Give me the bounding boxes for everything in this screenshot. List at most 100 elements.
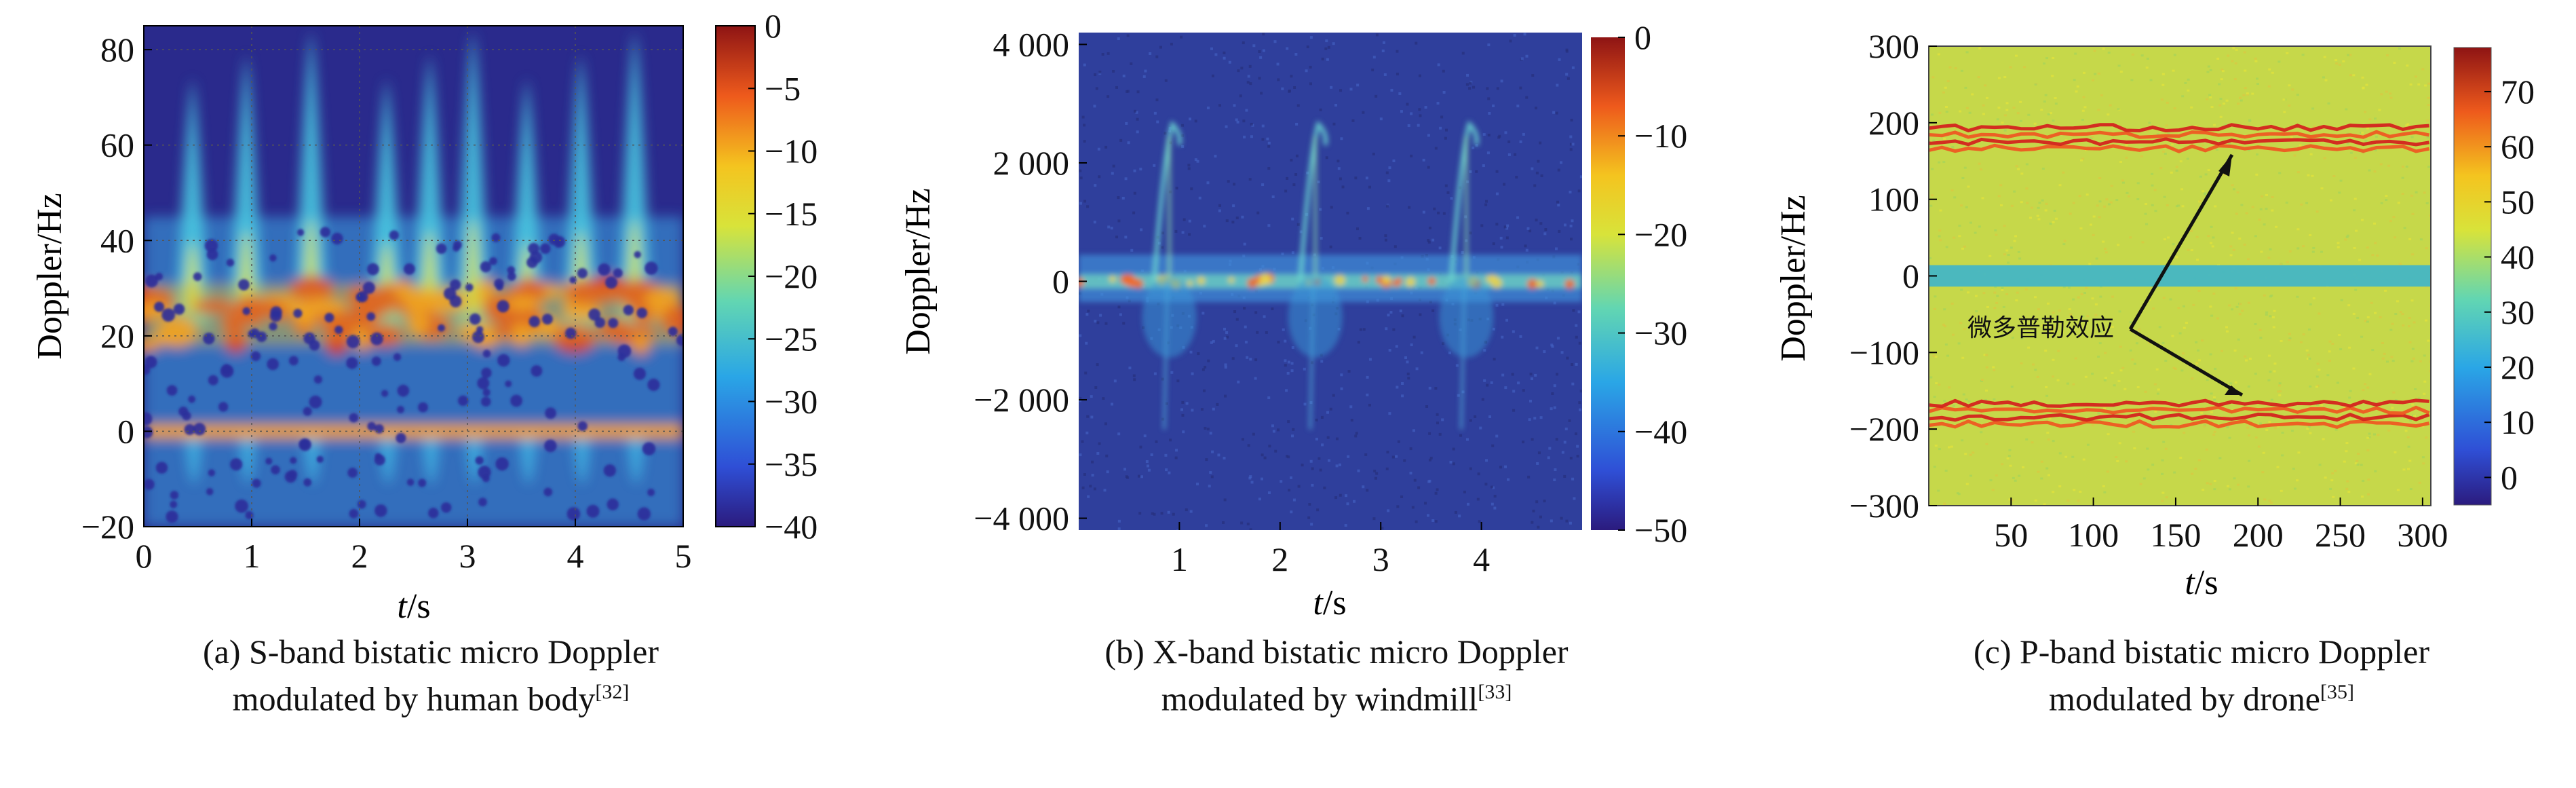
noise-px bbox=[2103, 407, 2107, 410]
noise-px bbox=[1233, 310, 1237, 314]
noise-px bbox=[1384, 238, 1387, 242]
noise-px bbox=[1235, 344, 1238, 348]
noise-px bbox=[2405, 124, 2408, 127]
speckle-dot bbox=[178, 406, 189, 417]
noise-px bbox=[1535, 219, 1538, 222]
noise-px bbox=[1427, 166, 1430, 169]
speckle-dot bbox=[208, 469, 216, 476]
noise-px bbox=[2047, 438, 2050, 441]
noise-px bbox=[1392, 328, 1396, 331]
noise-px bbox=[1569, 521, 1572, 525]
noise-px bbox=[1286, 176, 1289, 180]
noise-px bbox=[2379, 316, 2382, 318]
noise-px bbox=[2043, 62, 2046, 65]
noise-px bbox=[1246, 523, 1250, 526]
noise-px bbox=[1277, 341, 1280, 344]
noise-px bbox=[2052, 57, 2055, 60]
noise-px bbox=[2239, 99, 2243, 102]
noise-px bbox=[2233, 477, 2236, 480]
noise-px bbox=[1965, 483, 1969, 485]
noise-px bbox=[1524, 244, 1527, 248]
noise-px bbox=[1354, 176, 1358, 180]
noise-px bbox=[1117, 219, 1121, 223]
noise-px bbox=[2111, 295, 2114, 298]
noise-px bbox=[1323, 486, 1326, 489]
noise-px bbox=[1396, 386, 1399, 389]
noise-px bbox=[1427, 239, 1430, 242]
noise-px bbox=[1140, 228, 1143, 231]
noise-px bbox=[2175, 256, 2178, 259]
noise-px bbox=[1146, 464, 1149, 468]
noise-px bbox=[1957, 342, 1961, 345]
noise-px bbox=[1107, 225, 1111, 229]
noise-px bbox=[2119, 71, 2123, 73]
noise-px bbox=[1418, 74, 1421, 77]
band-hot bbox=[1536, 280, 1544, 288]
noise-px bbox=[2165, 124, 2168, 127]
noise-px bbox=[1135, 111, 1138, 114]
noise-px bbox=[2311, 250, 2315, 253]
noise-px bbox=[2267, 85, 2271, 88]
noise-px bbox=[2386, 54, 2389, 56]
noise-px bbox=[1939, 209, 1942, 212]
noise-px bbox=[1444, 136, 1447, 140]
noise-px bbox=[1303, 367, 1306, 371]
noise-px bbox=[2392, 391, 2396, 394]
noise-px bbox=[2366, 436, 2370, 439]
noise-px bbox=[2254, 373, 2257, 375]
noise-px bbox=[1576, 445, 1579, 448]
noise-px bbox=[1125, 475, 1128, 479]
noise-px bbox=[2181, 352, 2185, 355]
noise-px bbox=[1986, 305, 1989, 308]
noise-px bbox=[2145, 67, 2149, 69]
noise-px bbox=[2349, 151, 2353, 154]
noise-px bbox=[1214, 155, 1217, 158]
speckle-dot bbox=[604, 276, 618, 289]
noise-px bbox=[1260, 92, 1263, 95]
noise-px bbox=[2362, 87, 2365, 90]
noise-px bbox=[1439, 126, 1442, 130]
noise-px bbox=[2272, 326, 2275, 329]
noise-px bbox=[1417, 486, 1421, 489]
noise-px bbox=[2307, 174, 2310, 176]
noise-px bbox=[1569, 148, 1573, 151]
noise-px bbox=[1250, 122, 1253, 126]
noise-px bbox=[2336, 381, 2339, 384]
noise-px bbox=[2066, 500, 2070, 502]
noise-px bbox=[2302, 333, 2305, 336]
noise-px bbox=[1153, 512, 1156, 516]
noise-px bbox=[1267, 491, 1271, 495]
noise-px bbox=[1492, 104, 1495, 107]
noise-px bbox=[2023, 66, 2026, 69]
noise-px bbox=[2224, 124, 2227, 126]
noise-px bbox=[1272, 430, 1275, 433]
noise-px bbox=[2296, 228, 2300, 231]
noise-px bbox=[1965, 107, 1969, 109]
noise-px bbox=[1115, 236, 1119, 239]
noise-px bbox=[1930, 113, 1934, 116]
noise-px bbox=[2387, 429, 2391, 432]
noise-px bbox=[1180, 408, 1183, 411]
noise-px bbox=[1938, 448, 1941, 451]
noise-px bbox=[2195, 362, 2199, 365]
noise-px bbox=[2081, 119, 2084, 121]
speckle-dot bbox=[637, 507, 651, 521]
noise-px bbox=[1428, 432, 1431, 435]
noise-px bbox=[2312, 297, 2315, 300]
noise-px bbox=[1351, 119, 1355, 122]
noise-px bbox=[1295, 122, 1299, 126]
noise-px bbox=[2190, 249, 2193, 252]
noise-px bbox=[2177, 204, 2180, 207]
noise-px bbox=[2234, 287, 2237, 290]
noise-px bbox=[2107, 433, 2110, 436]
noise-px bbox=[2179, 456, 2183, 459]
noise-px bbox=[2019, 100, 2022, 103]
noise-px bbox=[1290, 158, 1293, 162]
noise-px bbox=[2280, 339, 2283, 342]
noise-px bbox=[1438, 246, 1442, 250]
noise-px bbox=[1290, 510, 1293, 514]
noise-px bbox=[1961, 356, 1965, 359]
noise-px bbox=[2037, 206, 2040, 209]
noise-px bbox=[2009, 464, 2012, 467]
noise-px bbox=[2376, 254, 2379, 257]
